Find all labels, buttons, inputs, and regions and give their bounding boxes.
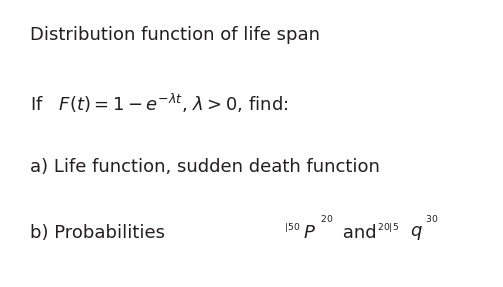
Text: $_{20|5}$: $_{20|5}$ xyxy=(377,221,399,234)
Text: b) Probabilities: b) Probabilities xyxy=(30,224,177,242)
Text: If   $F(t) = 1 - e^{-\lambda t}$, $\lambda > 0$, find:: If $F(t) = 1 - e^{-\lambda t}$, $\lambda… xyxy=(30,92,289,115)
Text: $_{20}$: $_{20}$ xyxy=(320,212,333,225)
Text: $_{30}$: $_{30}$ xyxy=(425,212,438,225)
Text: Distribution function of life span: Distribution function of life span xyxy=(30,26,320,44)
Text: and: and xyxy=(337,224,382,242)
Text: $_{|50}$: $_{|50}$ xyxy=(284,221,301,234)
Text: a) Life function, sudden death function: a) Life function, sudden death function xyxy=(30,158,380,176)
Text: $P$: $P$ xyxy=(303,224,316,242)
Text: $q$: $q$ xyxy=(410,224,423,242)
